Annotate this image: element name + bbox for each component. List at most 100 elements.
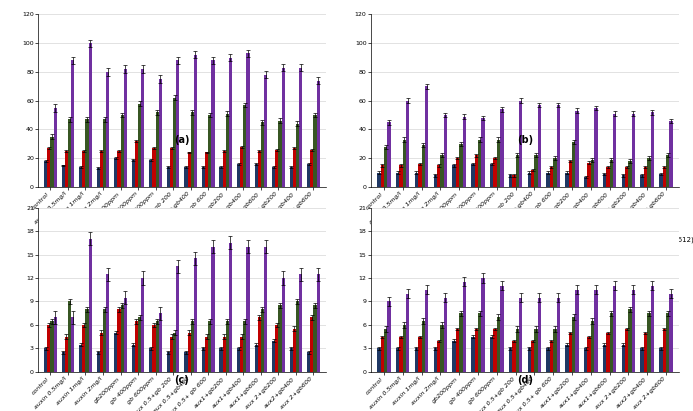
Bar bbox=[191, 112, 194, 187]
Bar bbox=[459, 144, 462, 187]
Bar bbox=[89, 239, 91, 372]
Bar bbox=[666, 155, 669, 187]
Bar bbox=[632, 113, 635, 187]
Bar bbox=[531, 341, 534, 372]
Bar bbox=[71, 60, 74, 187]
Bar bbox=[629, 161, 632, 187]
Bar bbox=[666, 313, 669, 372]
Bar bbox=[138, 104, 141, 187]
Bar bbox=[478, 139, 482, 187]
Bar bbox=[106, 274, 109, 372]
Bar bbox=[403, 139, 406, 187]
Bar bbox=[590, 159, 594, 187]
Bar bbox=[651, 286, 654, 372]
Bar bbox=[512, 341, 516, 372]
Bar bbox=[462, 116, 466, 187]
Bar bbox=[240, 147, 243, 187]
Bar bbox=[296, 302, 299, 372]
Bar bbox=[292, 148, 296, 187]
Bar bbox=[500, 109, 504, 187]
Bar bbox=[437, 341, 440, 372]
Bar bbox=[490, 337, 493, 372]
Bar bbox=[556, 298, 560, 372]
Bar bbox=[425, 86, 428, 187]
Bar bbox=[606, 333, 610, 372]
Bar bbox=[669, 294, 673, 372]
Bar bbox=[254, 164, 258, 187]
Bar bbox=[444, 298, 447, 372]
Bar bbox=[307, 352, 310, 372]
Bar bbox=[384, 329, 387, 372]
Bar bbox=[141, 69, 144, 187]
Bar bbox=[572, 317, 575, 372]
Bar bbox=[613, 286, 616, 372]
Bar bbox=[82, 325, 85, 372]
Bar bbox=[478, 313, 482, 372]
Bar bbox=[292, 329, 296, 372]
Legend: PH initial (SE 0.587), PH First Treatment (SE 0.633), PH Second  Treatment (SE=1: PH initial (SE 0.587), PH First Treatmen… bbox=[42, 251, 287, 269]
Bar bbox=[669, 121, 673, 187]
Bar bbox=[659, 349, 663, 372]
Text: (c): (c) bbox=[175, 375, 189, 385]
Bar bbox=[97, 352, 100, 372]
Bar bbox=[594, 290, 597, 372]
Bar bbox=[173, 98, 176, 187]
Bar bbox=[258, 317, 261, 372]
Bar bbox=[176, 60, 179, 187]
Bar bbox=[456, 158, 459, 187]
Bar bbox=[117, 309, 121, 372]
Bar bbox=[622, 344, 625, 372]
Bar bbox=[176, 266, 179, 372]
Bar bbox=[307, 164, 310, 187]
Bar bbox=[156, 321, 159, 372]
Bar bbox=[68, 119, 71, 187]
Bar bbox=[462, 282, 466, 372]
Bar bbox=[313, 115, 317, 187]
Bar bbox=[222, 337, 226, 372]
Bar bbox=[173, 333, 176, 372]
Bar bbox=[440, 155, 444, 187]
Bar bbox=[453, 165, 456, 187]
Bar bbox=[152, 148, 156, 187]
Bar bbox=[588, 337, 590, 372]
Bar bbox=[399, 165, 403, 187]
Bar bbox=[290, 167, 292, 187]
Bar bbox=[403, 325, 406, 372]
Bar bbox=[71, 317, 74, 372]
Bar bbox=[132, 159, 135, 187]
Bar bbox=[516, 155, 519, 187]
Bar bbox=[106, 72, 109, 187]
Bar bbox=[414, 173, 418, 187]
Bar bbox=[534, 329, 538, 372]
Bar bbox=[493, 158, 497, 187]
Bar bbox=[512, 175, 516, 187]
Bar bbox=[202, 349, 205, 372]
Bar bbox=[279, 305, 281, 372]
Bar bbox=[264, 75, 267, 187]
Bar bbox=[519, 101, 523, 187]
Bar bbox=[482, 278, 484, 372]
Bar bbox=[490, 164, 493, 187]
Bar bbox=[237, 164, 240, 187]
Bar bbox=[167, 352, 170, 372]
Bar bbox=[229, 58, 232, 187]
Bar bbox=[406, 101, 410, 187]
Bar bbox=[651, 112, 654, 187]
Bar bbox=[546, 173, 550, 187]
Bar bbox=[610, 313, 613, 372]
Bar bbox=[568, 333, 572, 372]
Bar bbox=[51, 136, 53, 187]
Bar bbox=[191, 321, 194, 372]
Bar bbox=[47, 148, 51, 187]
Bar bbox=[384, 147, 387, 187]
Bar bbox=[644, 167, 647, 187]
Bar bbox=[62, 352, 64, 372]
Bar bbox=[497, 317, 500, 372]
Bar bbox=[659, 174, 663, 187]
Bar bbox=[47, 325, 51, 372]
Bar bbox=[264, 247, 267, 372]
Bar bbox=[114, 158, 117, 187]
Bar bbox=[380, 165, 384, 187]
Bar bbox=[317, 81, 319, 187]
Bar bbox=[138, 317, 141, 372]
